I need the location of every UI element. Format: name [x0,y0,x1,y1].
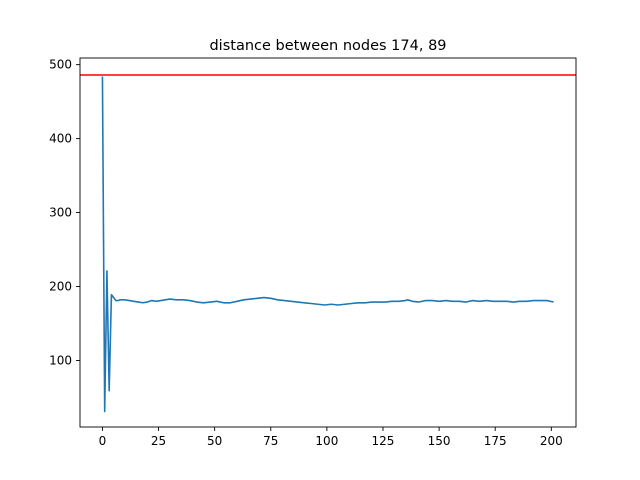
x-tick-label: 125 [372,434,395,448]
chart-title: distance between nodes 174, 89 [209,38,446,54]
x-tick-label: 50 [207,434,222,448]
y-tick-label: 300 [49,206,72,220]
axes-frame [79,57,577,428]
plot-area [79,57,577,428]
x-tick-label: 25 [151,434,166,448]
y-tick-label: 400 [49,132,72,146]
x-tick-label: 200 [540,434,563,448]
y-tick-label: 500 [49,58,72,72]
y-tick-label: 200 [49,279,72,293]
x-tick-label: 0 [99,434,107,448]
series-line-0 [101,76,554,413]
x-tick-label: 175 [484,434,507,448]
axis-ticks: 0 25 50 75 100 125 150 175 200 100 200 300 400 500 [49,58,563,448]
x-tick-label: 100 [315,434,338,448]
y-tick-label: 100 [49,353,72,367]
x-tick-label: 150 [428,434,451,448]
x-tick-label: 75 [263,434,278,448]
